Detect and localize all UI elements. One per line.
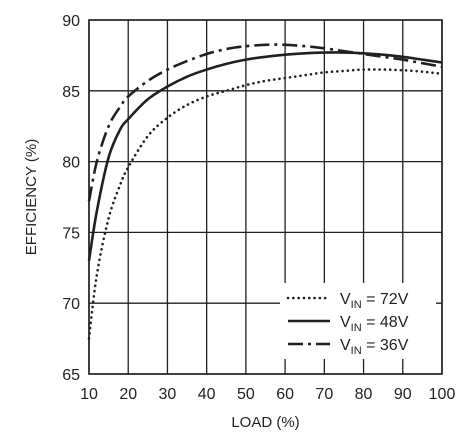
- x-tick-label: 80: [355, 386, 373, 403]
- y-tick-label: 80: [62, 155, 80, 172]
- x-tick-label: 20: [119, 386, 137, 403]
- x-tick-label: 70: [315, 386, 333, 403]
- y-tick-label: 85: [62, 84, 80, 101]
- y-tick-label: 75: [62, 225, 80, 242]
- x-tick-label: 90: [394, 386, 412, 403]
- tick-labels: 10 20 30 40 50 60 70 80 90 100 65 70 75 80 85 90: [62, 13, 455, 403]
- x-axis-title: LOAD (%): [231, 414, 299, 431]
- y-tick-label: 90: [62, 13, 80, 30]
- series-line-dashdot: [87, 43, 443, 202]
- series-lines: [87, 43, 444, 340]
- x-tick-label: 50: [237, 386, 255, 403]
- x-tick-label: 10: [80, 386, 98, 403]
- x-tick-label: 30: [159, 386, 177, 403]
- legend-entry-label: VIN = 48V: [340, 314, 409, 334]
- plot-frame: [88, 19, 443, 375]
- legend: VIN = 72V VIN = 48V VIN = 36V: [280, 283, 436, 359]
- y-axis-title: EFFICIENCY (%): [23, 139, 40, 255]
- y-tick-label: 70: [62, 296, 80, 313]
- y-tick-label: 65: [62, 367, 80, 384]
- x-tick-label: 100: [429, 386, 456, 403]
- legend-entry-label: VIN = 72V: [340, 291, 409, 311]
- x-tick-label: 60: [276, 386, 294, 403]
- x-tick-label: 40: [198, 386, 216, 403]
- series-line-solid: [87, 51, 443, 261]
- legend-entry-label: VIN = 36V: [340, 337, 409, 357]
